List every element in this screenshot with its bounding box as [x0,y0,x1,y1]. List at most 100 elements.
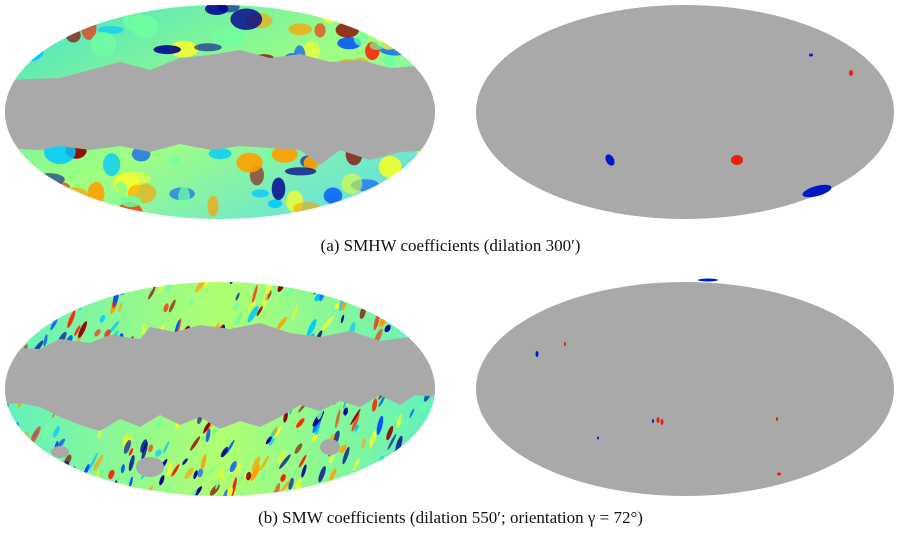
coefficient-blob [386,178,418,200]
coefficient-stripe [123,439,131,454]
coefficient-stripe [379,319,386,328]
coefficient-stripe [421,431,429,445]
coefficient-stripe [108,469,115,480]
coefficient-stripe [174,319,180,335]
coefficient-blob [331,5,346,16]
coefficient-blob [22,17,40,44]
coefficient-stripe [328,452,335,464]
coefficient-stripe [17,295,27,311]
coefficient-stripe [381,472,387,489]
coefficient-stripe [414,285,421,296]
coefficient-stripe [259,455,270,472]
coefficient-blob [384,53,396,69]
coefficient-blob [288,23,313,36]
coefficient-stripe [77,282,87,293]
coefficient-stripe [344,461,352,472]
coefficient-stripe [384,324,391,333]
coefficient-blob [293,201,322,216]
coefficient-blob [32,173,65,186]
coefficient-stripe [88,452,98,471]
coefficient-stripe [334,494,341,496]
coefficient-blob [81,5,116,17]
coefficient-stripe [171,464,180,477]
coefficient-stripe [41,421,52,437]
coefficient-stripe [412,462,422,474]
coefficient-blob [5,56,16,83]
coefficient-stripe [126,318,131,329]
coefficient-stripe [184,467,194,480]
coefficient-stripe [12,307,19,322]
coefficient-stripe [0,277,5,287]
coefficient-stripe [203,282,210,287]
coefficient-stripe [251,285,258,303]
hot-spot [776,417,778,421]
panel-a: (a) SMHW coefficients (dilation 300′) [5,5,894,255]
coefficient-stripe [345,494,350,496]
coefficient-stripe [361,437,366,449]
galactic-mask [5,323,435,431]
coefficient-stripe [418,475,424,492]
coefficient-stripe [378,395,386,408]
coefficient-blob [384,6,408,31]
coefficient-stripe [339,444,347,454]
coefficient-stripe [404,314,415,329]
coefficient-blob [120,195,142,208]
coefficient-blob [208,148,232,160]
cold-spot [597,436,599,440]
coefficient-stripe [351,413,360,432]
coefficient-stripe [5,419,10,428]
coefficient-stripe [30,426,41,444]
coefficient-stripe [53,426,60,438]
coefficient-stripe [340,314,345,324]
coefficient-stripe [43,334,48,347]
coefficient-stripe [74,325,81,336]
coefficient-stripe [189,489,197,496]
coefficient-blob [212,27,247,47]
coefficient-stripe [50,483,56,496]
coefficient-stripe [54,468,60,482]
coefficient-stripe [226,439,235,454]
coefficient-blob [65,28,81,43]
coefficient-stripe [141,323,147,335]
coefficient-blob [153,45,181,55]
coefficient-stripe [162,441,170,454]
coefficient-stripe [78,321,88,338]
coefficient-stripe [418,435,429,449]
coefficient-stripe [197,468,204,478]
coefficient-stripe [251,456,261,472]
coefficient-blob [131,15,158,39]
coefficient-blob [194,43,222,52]
coefficient-blob [39,17,68,39]
coefficient-blob [314,23,326,38]
coefficient-stripe [128,448,134,456]
coefficient-stripe [140,439,148,453]
coefficient-stripe [422,435,432,453]
coefficient-stripe [419,402,428,412]
coefficient-stripe [256,306,263,317]
coefficient-stripe [403,413,411,430]
coefficient-stripe [11,306,20,317]
coefficient-stripe [120,464,125,474]
coefficient-blob [97,25,124,34]
caption-a: (a) SMHW coefficients (dilation 300′) [320,236,581,255]
coefficient-stripe [368,429,377,449]
coefficient-stripe [55,291,62,303]
coefficient-stripe [229,461,237,473]
coefficient-blob [271,177,286,201]
coefficient-blob [377,181,390,199]
coefficient-stripe [50,317,58,331]
coefficient-stripe [47,282,55,292]
hot-spot [656,417,660,423]
coefficient-stripe [385,471,393,483]
coefficient-blob [115,181,128,199]
coefficient-blob [31,204,44,217]
coefficient-stripe [280,480,291,493]
coefficient-stripe [83,463,90,475]
coefficient-blob [148,215,165,219]
coefficient-blob [311,5,343,18]
coefficient-blob [62,187,90,211]
coefficient-blob [55,182,70,191]
panel-b: (b) SMW coefficients (dilation 550′; ori… [0,272,901,535]
coefficient-stripe [46,454,56,472]
coefficient-stripe [265,436,272,445]
